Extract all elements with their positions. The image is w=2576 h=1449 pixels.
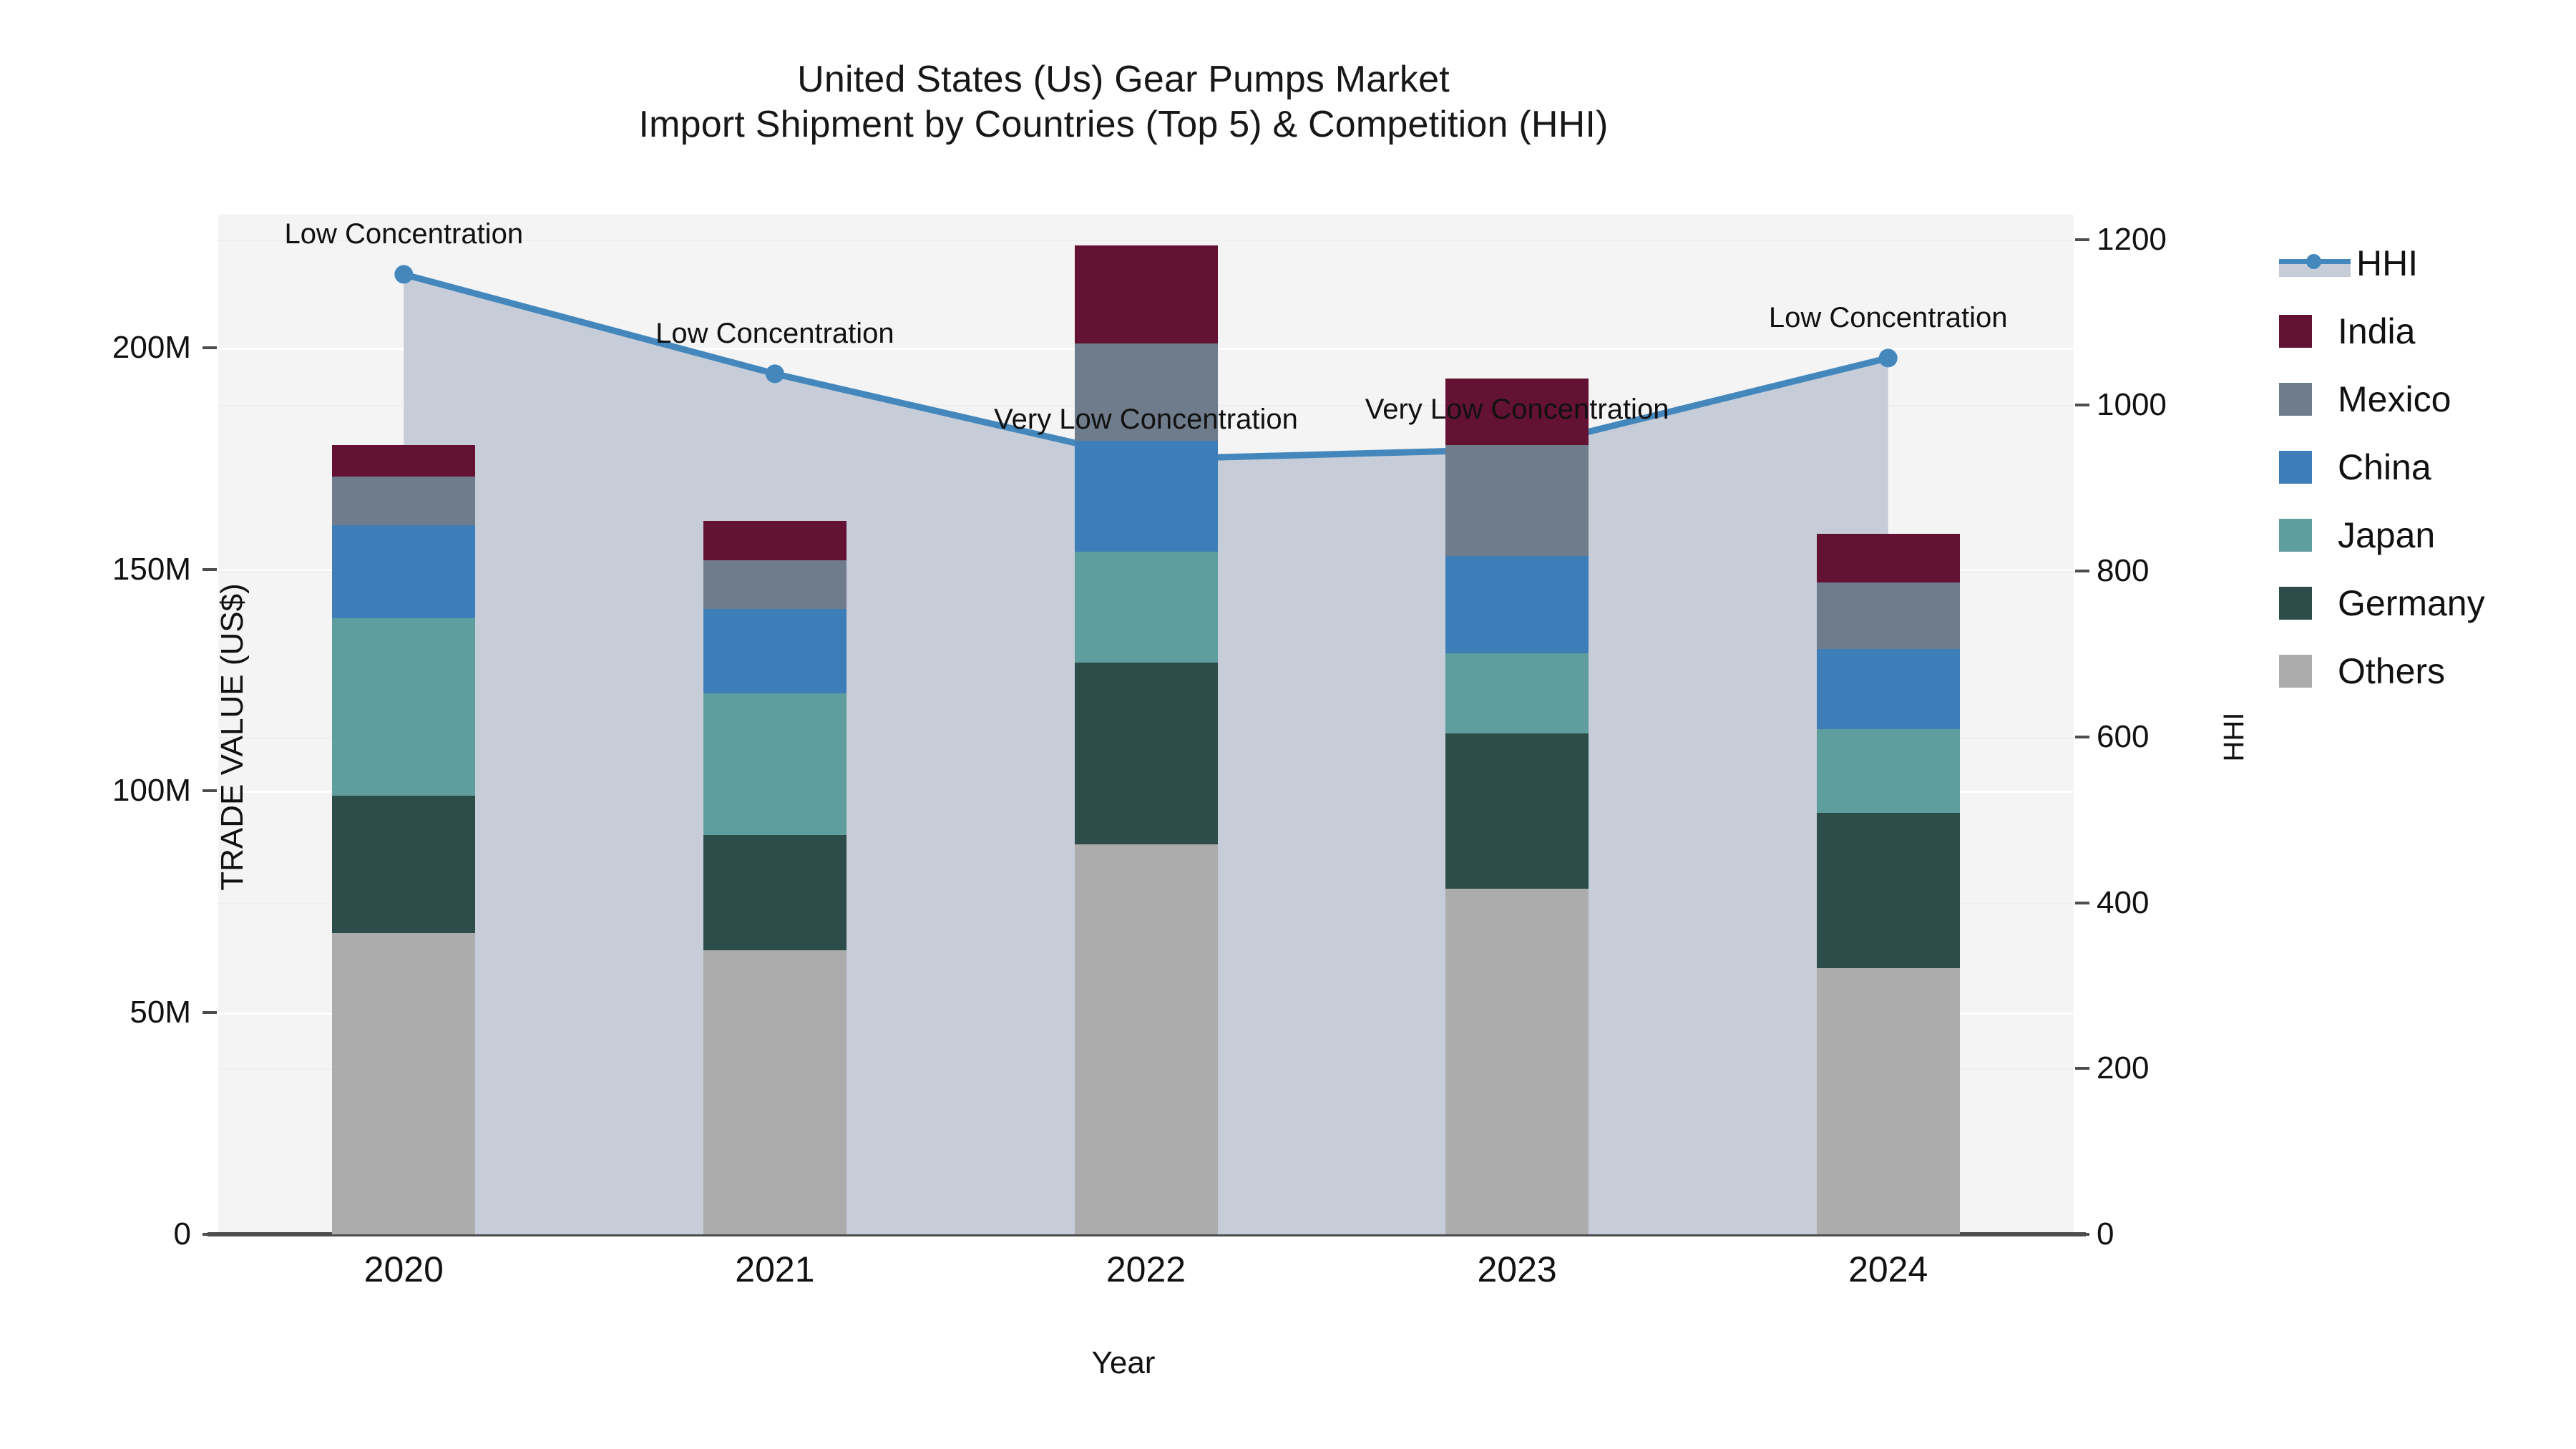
legend-label-germany: Germany: [2338, 582, 2485, 623]
bar-segment-india-2020[interactable]: [332, 445, 476, 477]
bar-segment-japan-2021[interactable]: [703, 693, 847, 836]
y-left-tick-mark: [203, 789, 217, 793]
y-right-tick-label: 1200: [2097, 221, 2167, 257]
annotation-2020: Low Concentration: [284, 218, 524, 250]
bar-segment-others-2022[interactable]: [1074, 844, 1218, 1234]
x-tick-label-2024: 2024: [1848, 1249, 1928, 1289]
legend-item-japan[interactable]: Japan: [2279, 501, 2565, 569]
y-left-tick-mark: [203, 567, 217, 571]
bar-segment-germany-2020[interactable]: [332, 795, 476, 933]
bar-segment-others-2020[interactable]: [332, 932, 476, 1234]
bar-segment-india-2021[interactable]: [703, 520, 847, 561]
annotation-2021: Low Concentration: [655, 318, 894, 350]
bar-segment-india-2023[interactable]: [1445, 379, 1589, 446]
bar-segment-mexico-2021[interactable]: [703, 560, 847, 610]
bar-segment-japan-2020[interactable]: [332, 618, 476, 796]
bar-segment-germany-2023[interactable]: [1445, 733, 1589, 889]
legend-swatch-china: [2279, 450, 2312, 484]
y-left-tick-label: 200M: [112, 329, 191, 365]
annotation-2023: Very Low Concentration: [1365, 393, 1669, 425]
legend-swatch-others: [2279, 654, 2312, 688]
y-axis-right-title: HHI: [2218, 712, 2250, 762]
y-right-tick-label: 400: [2097, 884, 2150, 920]
title-line-2: Import Shipment by Countries (Top 5) & C…: [638, 104, 1609, 146]
y-right-tick-mark: [2075, 404, 2089, 407]
bar-segment-china-2020[interactable]: [332, 525, 476, 618]
legend-label-others: Others: [2338, 650, 2446, 691]
bar-segment-china-2023[interactable]: [1445, 556, 1589, 654]
y-left-tick-label: 150M: [112, 551, 191, 587]
legend-area-swatch: [2279, 260, 2351, 277]
page-title: United States (Us) Gear Pumps Market Imp…: [0, 57, 2247, 148]
y-right-tick-label: 0: [2097, 1216, 2114, 1252]
bar-segment-japan-2023[interactable]: [1445, 653, 1589, 733]
legend-label-japan: Japan: [2338, 514, 2436, 555]
x-axis-title: Year: [1091, 1345, 1156, 1380]
legend-label-india: India: [2338, 311, 2416, 351]
y-left-tick-mark: [203, 1233, 217, 1236]
x-tick-label-2021: 2021: [735, 1249, 815, 1289]
x-tick-label-2020: 2020: [364, 1249, 444, 1289]
y-left-tick-label: 0: [173, 1216, 191, 1252]
bar-segment-japan-2022[interactable]: [1074, 551, 1218, 663]
bar-segment-india-2024[interactable]: [1816, 534, 1960, 583]
y-right-tick-label: 200: [2097, 1050, 2150, 1086]
bar-segment-china-2024[interactable]: [1816, 649, 1960, 729]
legend-swatch-germany: [2279, 586, 2312, 620]
y-right-tick-label: 600: [2097, 718, 2150, 754]
legend-item-china[interactable]: China: [2279, 433, 2565, 501]
legend-label-hhi: HHI: [2356, 243, 2419, 283]
bar-segment-china-2021[interactable]: [703, 609, 847, 694]
bar-segment-others-2021[interactable]: [703, 950, 847, 1234]
bar-segment-mexico-2022[interactable]: [1074, 343, 1218, 441]
legend-line-dot: [2306, 253, 2321, 269]
bar-segment-others-2023[interactable]: [1445, 888, 1589, 1234]
gridline-right: [218, 239, 2074, 241]
y-right-tick-mark: [2075, 1067, 2089, 1070]
legend-swatch-india: [2279, 314, 2312, 348]
y-left-tick-mark: [203, 1011, 217, 1015]
legend-item-india[interactable]: India: [2279, 297, 2565, 365]
legend-label-china: China: [2338, 447, 2431, 487]
legend: HHI India Mexico China Japan Germany Others: [2279, 229, 2565, 705]
bar-segment-japan-2024[interactable]: [1816, 728, 1960, 814]
y-left-tick-mark: [203, 346, 217, 349]
y-right-tick-mark: [2075, 570, 2089, 573]
y-right-tick-label: 800: [2097, 553, 2150, 589]
legend-item-germany[interactable]: Germany: [2279, 569, 2565, 637]
legend-item-others[interactable]: Others: [2279, 637, 2565, 705]
y-left-tick-label: 50M: [130, 995, 191, 1030]
bar-segment-china-2022[interactable]: [1074, 440, 1218, 552]
bar-segment-mexico-2023[interactable]: [1445, 445, 1589, 557]
annotation-2024: Low Concentration: [1768, 302, 2008, 334]
y-axis-left-title: TRADE VALUE (US$): [215, 583, 250, 891]
bar-segment-germany-2021[interactable]: [703, 835, 847, 951]
bar-segment-mexico-2020[interactable]: [332, 476, 476, 525]
y-right-tick-mark: [2075, 901, 2089, 904]
legend-swatch-japan: [2279, 518, 2312, 552]
y-right-tick-label: 1000: [2097, 387, 2167, 423]
title-line-1: United States (Us) Gear Pumps Market: [797, 59, 1450, 100]
legend-line-icon: [2279, 247, 2351, 280]
y-left-tick-label: 100M: [112, 773, 191, 809]
bar-segment-india-2022[interactable]: [1074, 245, 1218, 343]
y-right-tick-mark: [2075, 735, 2089, 738]
legend-item-mexico[interactable]: Mexico: [2279, 365, 2565, 433]
bar-segment-mexico-2024[interactable]: [1816, 582, 1960, 650]
bar-segment-others-2024[interactable]: [1816, 968, 1960, 1234]
x-axis-line: [208, 1232, 2086, 1236]
y-right-tick-mark: [2075, 238, 2089, 241]
legend-item-hhi[interactable]: HHI: [2279, 229, 2565, 297]
bar-segment-germany-2024[interactable]: [1816, 813, 1960, 969]
x-tick-label-2023: 2023: [1477, 1249, 1557, 1289]
bar-segment-germany-2022[interactable]: [1074, 662, 1218, 844]
legend-label-mexico: Mexico: [2338, 379, 2451, 419]
y-right-tick-mark: [2075, 1233, 2089, 1236]
legend-swatch-mexico: [2279, 382, 2312, 416]
annotation-2022: Very Low Concentration: [994, 403, 1298, 435]
x-tick-label-2022: 2022: [1106, 1249, 1186, 1289]
